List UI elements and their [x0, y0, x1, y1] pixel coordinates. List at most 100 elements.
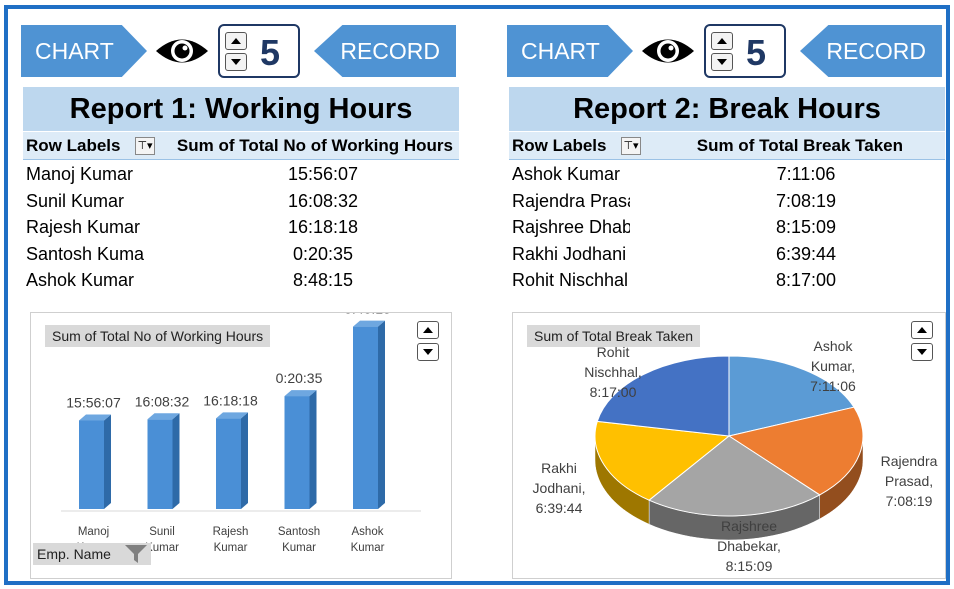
chart-button[interactable]: CHART: [21, 25, 147, 77]
table-row: Manoj Kumar 15:56:07: [23, 161, 459, 188]
spin-up-button[interactable]: [711, 32, 733, 50]
pivot-rows: Ashok Kumar 7:11:06 Rajendra Prasad 7:08:1…: [509, 161, 945, 294]
filter-dropdown-icon[interactable]: ⊤▾: [621, 137, 641, 155]
table-row: Rajesh Kumar 16:18:18: [23, 214, 459, 241]
row-name: Rakhi Jodhani: [512, 243, 627, 264]
bar-data-label: 8:48:15: [344, 313, 391, 317]
bar-top: [216, 412, 248, 419]
pivot-header: Row Labels ⊤▾ Sum of Total Break Taken: [509, 132, 945, 160]
category-label: Kumar: [145, 542, 179, 554]
table-row: Sunil Kumar 16:08:32: [23, 188, 459, 215]
slicer-label: Emp. Name: [37, 546, 111, 562]
record-button[interactable]: RECORD: [314, 25, 456, 77]
bar-side: [241, 412, 248, 509]
triangle-up-icon: [717, 38, 727, 44]
triangle-up-icon: [231, 38, 241, 44]
pivot-header: Row Labels ⊤▾ Sum of Total No of Working…: [23, 132, 459, 160]
spin-down-button[interactable]: [225, 53, 247, 71]
triangle-down-icon: [231, 59, 241, 65]
bar-side: [172, 413, 180, 509]
bar-front: [284, 396, 310, 509]
triangle-down-icon: [917, 349, 927, 355]
filter-dropdown-icon[interactable]: ⊤▾: [135, 137, 155, 155]
pie-data-label: Kumar,: [811, 358, 855, 374]
table-row: Rakhi Jodhani 6:39:44: [509, 241, 945, 268]
break-hours-chart[interactable]: Sum of Total Break Taken Ashok Kumar, 7:11…: [512, 312, 946, 579]
eye-icon[interactable]: [154, 34, 210, 68]
pie-data-label: Rakhi: [541, 460, 577, 476]
spin-up-button[interactable]: [225, 32, 247, 50]
category-label: Rajesh: [213, 526, 249, 538]
row-name: Rajendra Prasad: [512, 190, 630, 211]
bar[interactable]: [353, 320, 385, 509]
value-column-header: Sum of Total No of Working Hours: [176, 136, 453, 155]
row-value: 7:08:19: [775, 190, 837, 211]
triangle-down-icon: [423, 349, 433, 355]
row-name: Santosh Kumar: [26, 243, 144, 264]
bar-top: [284, 390, 317, 397]
spin-down-button[interactable]: [711, 53, 733, 71]
chart-down-button[interactable]: [911, 343, 933, 361]
working-hours-chart[interactable]: Sum of Total No of Working Hours 15:56:0…: [30, 312, 452, 579]
report-title: Report 2: Break Hours: [509, 87, 945, 131]
table-row: Ashok Kumar 8:48:15: [23, 267, 459, 294]
bar-data-label: 15:56:07: [66, 394, 121, 410]
dashboard-frame: CHART 5 RECORD Report 1: Working Hours R…: [4, 5, 950, 585]
row-name: Manoj Kumar: [26, 164, 134, 184]
pie-data-label: Ashok: [814, 338, 854, 354]
report2-panel: CHART 5 RECORD Report 2: Break Hours Row…: [504, 19, 946, 579]
row-labels-header: Row Labels: [26, 136, 121, 155]
chart-up-button[interactable]: [911, 321, 933, 339]
pie-data-label: Nischhal,: [584, 364, 642, 380]
table-row: Rohit Nischhal 8:17:00: [509, 267, 945, 294]
chart-scroll-spinner[interactable]: [911, 321, 935, 365]
triangle-down-icon: [717, 59, 727, 65]
pie-slice[interactable]: [728, 355, 855, 437]
chart-up-button[interactable]: [417, 321, 439, 339]
pie-slice[interactable]: [727, 406, 864, 496]
category-label: Kumar: [214, 542, 248, 554]
row-value: 16:18:18: [287, 217, 359, 237]
chart-button[interactable]: CHART: [507, 25, 633, 77]
chart-down-button[interactable]: [417, 343, 439, 361]
triangle-up-icon: [917, 327, 927, 333]
row-value: 7:11:06: [776, 164, 836, 184]
row-value: 0:20:35: [292, 243, 354, 264]
pie-slice[interactable]: [594, 420, 731, 501]
bar-front: [353, 326, 378, 509]
pie-slice[interactable]: [648, 435, 821, 517]
row-value: 8:48:15: [292, 270, 354, 290]
chart-scroll-spinner[interactable]: [417, 321, 441, 365]
pie-data-label: 8:17:00: [590, 384, 637, 400]
count-spinner[interactable]: 5: [704, 24, 786, 78]
bar-side: [104, 414, 111, 509]
spinner-value: 5: [260, 32, 281, 73]
row-name: Ashok Kumar: [26, 270, 135, 290]
record-button[interactable]: RECORD: [800, 25, 942, 77]
category-label: Kumar: [282, 542, 316, 554]
category-label: Manoj: [78, 526, 109, 538]
pie-data-label: Rajshree: [721, 518, 777, 534]
table-row: Rajendra Prasad 7:08:19: [509, 188, 945, 215]
bar-chart-svg: 15:56:07 Manoj Kumar 16:08:32 Sunil Kumar 16:1…: [61, 313, 421, 554]
eye-icon[interactable]: [640, 34, 696, 68]
bar-data-label: 0:20:35: [276, 370, 323, 386]
pivot-rows: Manoj Kumar 15:56:07 Sunil Kumar 16:08:32 …: [23, 161, 459, 294]
bar[interactable]: [79, 414, 111, 509]
bar[interactable]: [216, 412, 248, 509]
bar[interactable]: [147, 413, 180, 509]
table-row: Ashok Kumar 7:11:06: [509, 161, 945, 188]
triangle-up-icon: [423, 327, 433, 333]
row-value: 6:39:44: [775, 243, 837, 264]
count-spinner[interactable]: 5: [218, 24, 300, 78]
bar[interactable]: [284, 390, 317, 509]
bar-top: [79, 414, 111, 421]
bar-side: [309, 390, 317, 509]
category-label: Ashok: [352, 526, 384, 538]
emp-name-field-button[interactable]: Emp. Name: [33, 543, 151, 565]
category-label: Kumar: [351, 542, 385, 554]
pie-slice[interactable]: [596, 355, 730, 437]
pie-data-label: Rohit: [597, 344, 630, 360]
pie-data-label: 8:15:09: [726, 558, 773, 574]
pie-data-label: Dhabekar,: [717, 538, 781, 554]
